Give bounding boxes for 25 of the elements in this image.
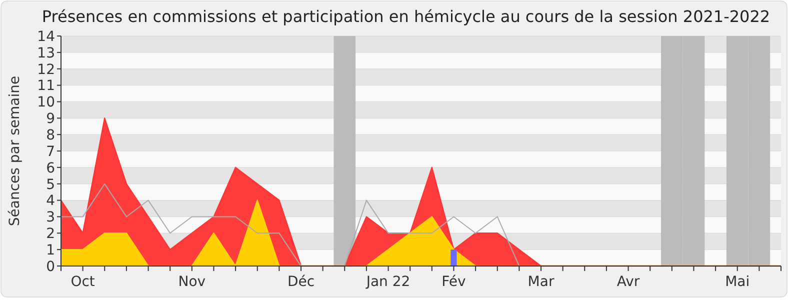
y-axis-title: Séances par semaine <box>7 76 23 226</box>
y-tick-label: 2 <box>46 226 55 242</box>
x-tick-label: Mai <box>725 274 750 290</box>
y-tick-label: 11 <box>37 78 55 94</box>
y-tick-label: 3 <box>46 210 55 226</box>
x-tick-label: Fév <box>442 274 466 290</box>
y-tick-label: 13 <box>37 45 55 62</box>
y-tick-label: 8 <box>46 127 55 144</box>
y-tick-label: 5 <box>46 176 55 193</box>
x-tick-label: Nov <box>178 274 206 290</box>
y-tick-label: 6 <box>46 160 56 176</box>
x-tick-label: Oct <box>70 274 96 290</box>
y-tick-label: 9 <box>46 111 55 128</box>
chart-title: Présences en commissions et participation en hémicycle au cours de la session 2021-2022 <box>42 7 770 26</box>
y-tick-label: 1 <box>46 242 55 258</box>
y-tick-label: 7 <box>46 144 55 160</box>
y-tick-label: 12 <box>37 62 55 78</box>
x-tick-label: Jan 22 <box>365 274 410 290</box>
x-tick-label: Déc <box>287 274 315 290</box>
y-tick-label: 14 <box>37 28 56 45</box>
y-tick-label: 4 <box>46 193 56 210</box>
y-tick-label: 0 <box>46 258 55 275</box>
y-tick-label: 10 <box>37 94 55 111</box>
x-tick-label: Mar <box>528 274 554 290</box>
x-tick-label: Avr <box>616 274 640 290</box>
